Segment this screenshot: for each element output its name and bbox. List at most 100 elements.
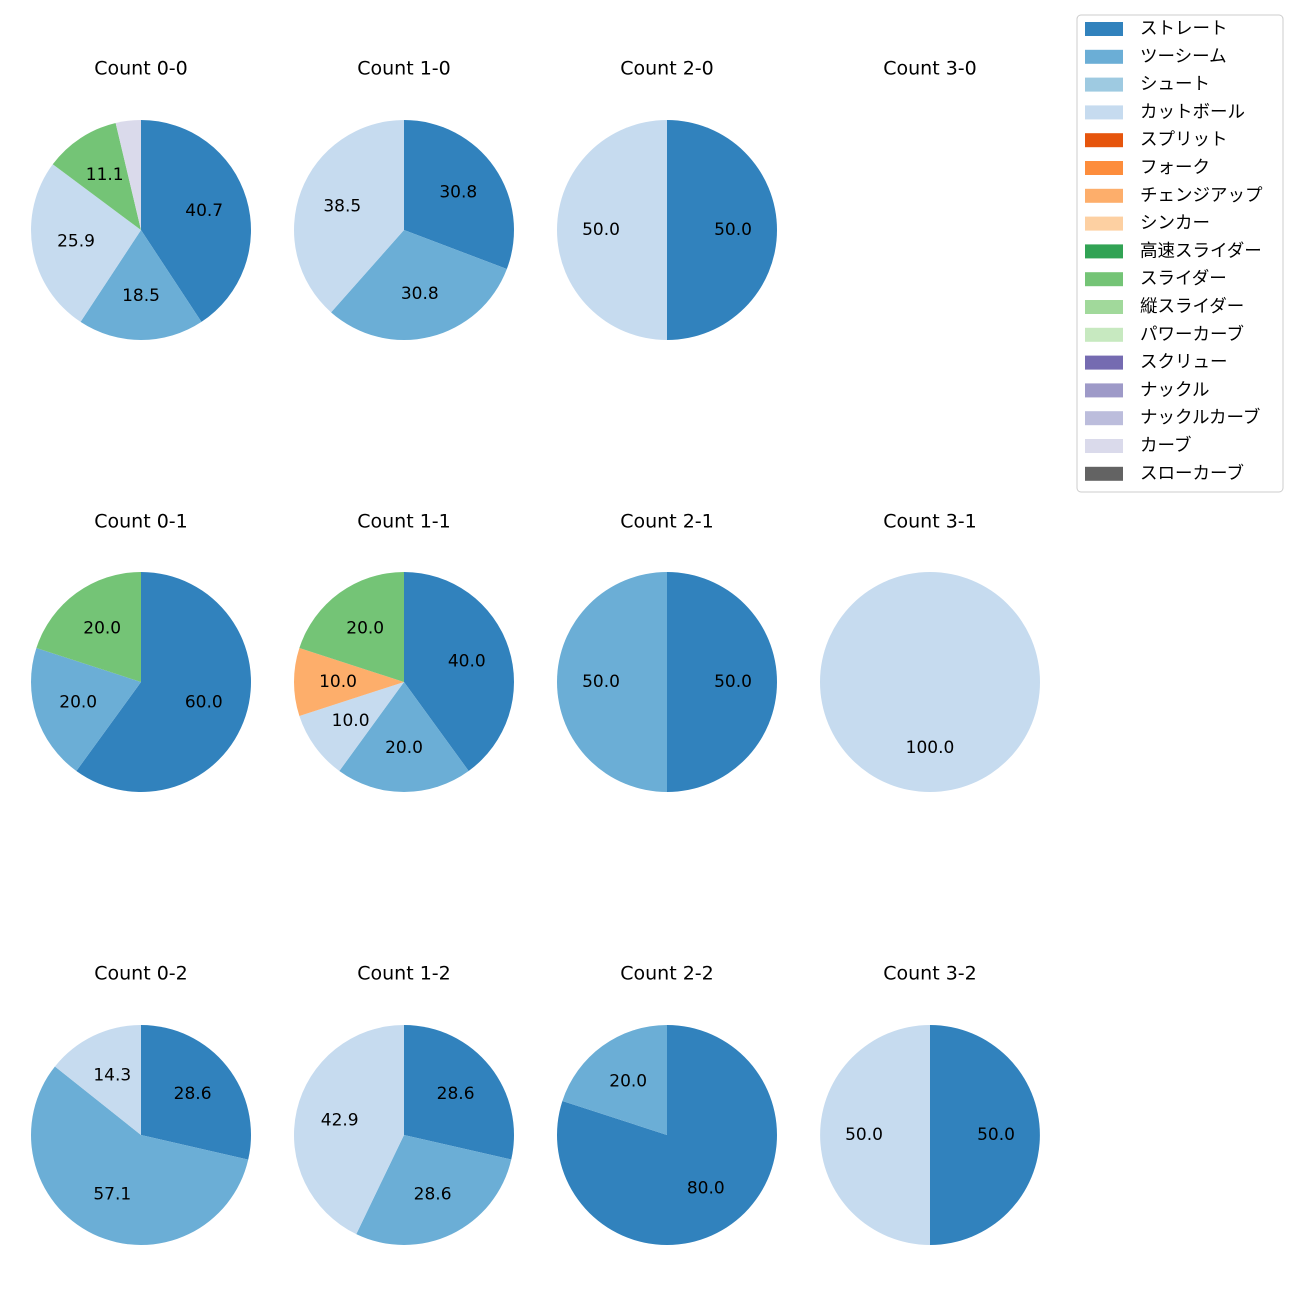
legend-label: シュート	[1140, 75, 1210, 95]
pie-slice	[667, 572, 777, 792]
slice-label: 20.0	[609, 1072, 647, 1092]
pie-slice	[31, 164, 141, 322]
legend-item: シュート	[1085, 75, 1210, 95]
pie-4: Count 3-0	[883, 58, 977, 80]
legend-label: カーブ	[1140, 435, 1191, 456]
pie-slice	[820, 1025, 930, 1245]
legend-label: ナックルカーブ	[1140, 407, 1260, 428]
pie-slice	[141, 1025, 252, 1160]
pie-12: Count 3-2 50.0 50.0	[820, 963, 1040, 1245]
pie-slice	[31, 1066, 249, 1245]
legend-frame	[1076, 14, 1284, 493]
legend-item: スローカーブ	[1085, 463, 1244, 484]
legend-label: ナックル	[1140, 380, 1209, 400]
legend-item: チェンジアップ	[1085, 186, 1263, 206]
legend-swatch	[1085, 161, 1123, 175]
legend-label: チェンジアップ	[1140, 186, 1263, 206]
pie-title: Count 3-2	[883, 963, 977, 985]
legend-swatch	[1085, 133, 1123, 148]
pie-title: Count 1-0	[357, 58, 451, 80]
legend-label: スライダー	[1140, 269, 1227, 289]
legend-swatch	[1085, 77, 1123, 92]
slice-label: 28.6	[437, 1084, 475, 1104]
legend-label: パワーカーブ	[1140, 324, 1244, 345]
legend-swatch	[1085, 466, 1123, 481]
slice-label: 40.7	[185, 201, 223, 221]
slice-label: 30.8	[439, 183, 477, 203]
pie-7: Count 2-1 50.0 50.0	[557, 511, 777, 792]
slice-label: 28.6	[174, 1084, 212, 1104]
legend-item: ストレート	[1085, 19, 1228, 39]
slice-label: 10.0	[332, 711, 370, 731]
pie-slice	[930, 1025, 1040, 1245]
pie-slice	[299, 682, 404, 771]
legend-item: 縦スライダー	[1085, 297, 1244, 317]
pie-1: Count 0-0 40.7 18.5 25.9 11.1	[31, 58, 251, 340]
legend-item: シンカー	[1085, 214, 1210, 234]
legend: ストレートツーシームシュートカットボールスプリットフォークチェンジアップシンカー…	[1076, 14, 1284, 493]
pie-title: Count 2-2	[620, 963, 714, 985]
pie-slice	[80, 230, 202, 340]
legend-item: スクリュー	[1085, 353, 1228, 373]
slice-label: 10.0	[319, 672, 357, 692]
legend-swatch	[1085, 216, 1123, 231]
pie-2: Count 1-0 30.8 30.8 38.5	[293, 58, 514, 341]
pie-10: Count 1-2 28.6 28.6 42.9	[293, 963, 514, 1246]
pie-slice	[331, 230, 507, 341]
pie-9: Count 0-2 28.6 57.1 14.3	[31, 963, 252, 1245]
pie-slice	[556, 1025, 777, 1245]
pie-slice	[293, 1025, 404, 1235]
pie-slice	[36, 572, 141, 682]
pie-slice	[30, 648, 142, 771]
legend-item: スライダー	[1085, 269, 1227, 289]
legend-swatch	[1085, 105, 1123, 120]
pie-title: Count 2-1	[620, 511, 714, 533]
slice-label: 38.5	[323, 197, 361, 217]
legend-label: ストレート	[1140, 19, 1228, 39]
legend-label: 高速スライダー	[1140, 241, 1262, 261]
legend-swatch	[1085, 411, 1123, 426]
slice-label: 20.0	[385, 738, 423, 758]
legend-label: 縦スライダー	[1140, 297, 1244, 317]
legend-item: フォーク	[1085, 158, 1210, 178]
legend-swatch	[1085, 188, 1123, 203]
pie-slice	[293, 120, 404, 313]
pie-slice	[562, 1025, 667, 1135]
slice-label: 50.0	[845, 1125, 883, 1145]
legend-label: カットボール	[1140, 102, 1245, 122]
pie-title: Count 2-0	[620, 58, 714, 80]
legend-swatch	[1085, 244, 1123, 259]
pie-slice	[299, 572, 404, 682]
pie-slice	[141, 120, 251, 322]
pie-6: Count 1-1 40.0 20.0 10.0 10.0 20.0	[293, 511, 515, 793]
legend-label: シンカー	[1140, 214, 1210, 234]
legend-swatch	[1085, 22, 1123, 36]
legend-item: カーブ	[1085, 435, 1191, 456]
pie-slice	[339, 682, 469, 793]
slice-label: 28.6	[414, 1185, 452, 1205]
legend-swatch	[1085, 49, 1123, 64]
legend-label: ツーシーム	[1140, 47, 1227, 67]
legend-label: スプリット	[1140, 130, 1228, 150]
pie-title: Count 0-2	[94, 963, 188, 985]
pie-title: Count 0-0	[94, 58, 188, 80]
pie-title: Count 1-2	[357, 963, 451, 985]
pie-5: Count 0-1 60.0 20.0 20.0	[30, 511, 251, 792]
slice-label: 11.1	[86, 165, 124, 185]
pie-3: Count 2-0 50.0 50.0	[557, 58, 777, 340]
slice-label: 14.3	[93, 1066, 131, 1086]
pie-slice	[293, 648, 404, 716]
legend-swatch	[1085, 300, 1123, 314]
pie-title: Count 3-1	[883, 511, 977, 533]
legend-item: スプリット	[1085, 130, 1228, 150]
slice-label: 20.0	[83, 619, 121, 639]
pie-slice	[76, 572, 251, 792]
pie-slice	[820, 572, 1040, 792]
pie-title: Count 0-1	[94, 511, 188, 533]
slice-label: 60.0	[185, 692, 223, 712]
legend-label: フォーク	[1140, 158, 1210, 178]
slice-label: 20.0	[346, 619, 384, 639]
slice-label: 80.0	[687, 1178, 725, 1198]
legend-item: ナックル	[1085, 380, 1209, 400]
